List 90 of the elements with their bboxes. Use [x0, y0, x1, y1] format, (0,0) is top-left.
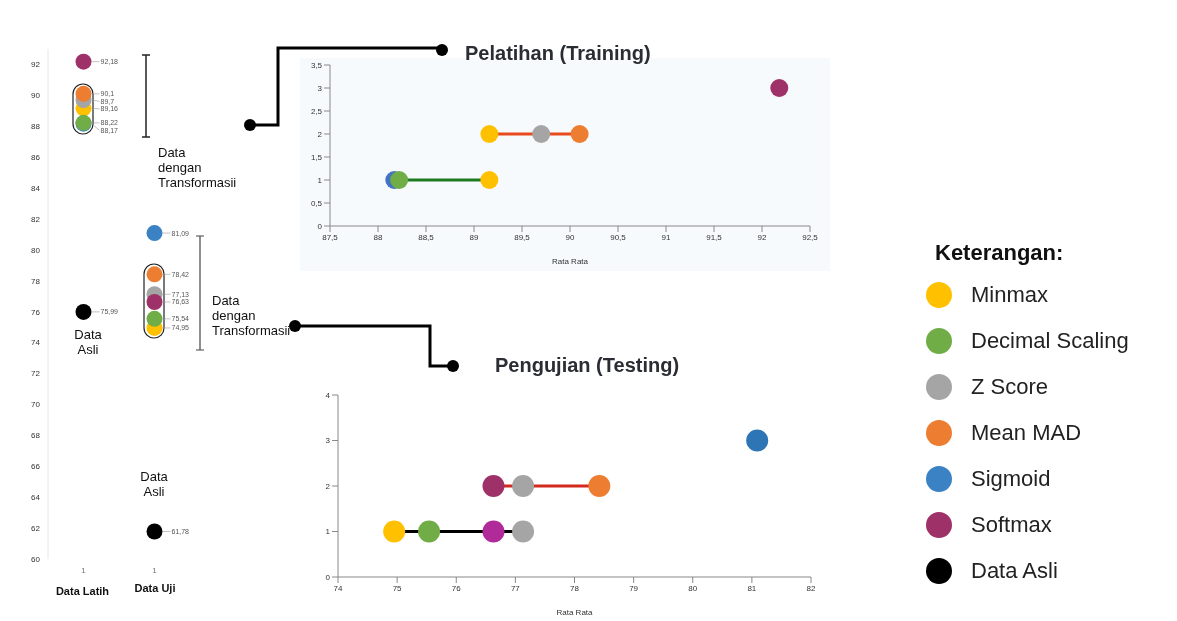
x-tick-label: 77 [510, 583, 521, 593]
y-tick-label: 66 [31, 462, 41, 472]
x-tick-label: 82 [806, 583, 816, 593]
point [75, 53, 92, 70]
x-tick-label: 80 [688, 583, 698, 593]
y-tick-label: 4 [325, 390, 331, 400]
point [532, 125, 551, 143]
point [482, 475, 505, 497]
x-tick-label: 88,5 [418, 232, 435, 242]
x-tick-label: 91,5 [706, 232, 723, 242]
point [512, 475, 535, 497]
point [480, 171, 499, 189]
x-tick-label: 89 [469, 232, 479, 242]
annotation: Data Asli [139, 469, 169, 500]
y-tick-label: 78 [31, 276, 41, 286]
y-tick-label: 3 [317, 83, 323, 93]
point [146, 523, 163, 540]
x-axis-title: Rata Rata [551, 257, 589, 266]
point [418, 520, 441, 543]
y-tick-label: 2 [317, 129, 323, 139]
y-tick-label: 0 [317, 221, 323, 231]
point [146, 266, 163, 283]
legend-label: Data Asli [971, 558, 1058, 584]
point [770, 79, 789, 97]
x-tick-label: 81 [747, 583, 757, 593]
legend-label: Sigmoid [971, 466, 1051, 492]
y-tick-label: 3,5 [310, 60, 323, 70]
y-tick-label: 88 [31, 122, 41, 132]
legend-label: Decimal Scaling [971, 328, 1129, 354]
legend-title: Keterangan: [935, 240, 1065, 266]
annotation: Data dengan Transformasii [158, 145, 237, 191]
x-tick-label: 78 [570, 583, 580, 593]
legend-label: Z Score [971, 374, 1049, 400]
x-tick-label: 87,5 [322, 232, 339, 242]
x-tick-label: 91 [661, 232, 671, 242]
point [390, 171, 409, 189]
y-tick-label: 92 [31, 60, 41, 70]
y-tick-label: 76 [31, 307, 41, 317]
point [75, 303, 92, 320]
x-tick-label: 75 [392, 583, 403, 593]
text: Data Uji [133, 582, 177, 595]
text: Data dengan Transformasii [212, 293, 291, 339]
x-tick-label: 90,5 [610, 232, 627, 242]
annotation: Data Asli [73, 327, 103, 358]
y-tick-label: 0 [325, 572, 331, 582]
chart-title: Pelatihan (Training) [465, 42, 651, 65]
point [75, 85, 92, 102]
point [482, 520, 505, 543]
text: Data Latih [54, 585, 111, 598]
x-tick-label: 79 [629, 583, 639, 593]
y-tick-label: 3 [325, 436, 331, 446]
y-tick-label: 64 [31, 493, 41, 503]
y-tick-label: 1 [317, 175, 323, 185]
point [480, 125, 499, 143]
x-tick-label: 92,5 [802, 232, 819, 242]
y-tick-label: 2,5 [310, 106, 323, 116]
y-tick-label: 60 [31, 554, 41, 564]
x-tick-label: 89,5 [514, 232, 531, 242]
legend-label: Softmax [971, 512, 1052, 538]
y-tick-label: 90 [31, 91, 41, 101]
x-tick-label: 88 [373, 232, 383, 242]
legend-label: Mean MAD [971, 420, 1082, 446]
y-tick-label: 70 [31, 400, 41, 410]
point [146, 225, 163, 242]
x-tick-label: 74 [333, 583, 343, 593]
y-tick-label: 74 [31, 338, 41, 348]
point [746, 429, 769, 452]
y-tick-label: 1,5 [310, 152, 323, 162]
point [588, 475, 611, 497]
point [146, 293, 163, 310]
y-tick-label: 82 [31, 214, 41, 224]
x-tick-label: 90 [565, 232, 575, 242]
y-tick-label: 0,5 [310, 198, 323, 208]
x-tick-label: 76 [451, 583, 462, 593]
x-tick-label: 92 [757, 232, 767, 242]
point [570, 125, 589, 143]
legend-label: Minmax [971, 282, 1049, 308]
x-axis-title: Rata Rata [556, 608, 594, 617]
y-tick-label: 86 [31, 153, 41, 163]
y-tick-label: 2 [325, 481, 331, 491]
y-tick-label: 62 [31, 523, 41, 533]
y-tick-label: 80 [31, 245, 41, 255]
point [383, 520, 406, 543]
y-tick-label: 72 [31, 369, 41, 379]
y-tick-label: 68 [31, 431, 41, 441]
chart-title: Pengujian (Testing) [495, 354, 680, 377]
y-tick-label: 1 [325, 527, 331, 537]
point [146, 310, 163, 327]
y-tick-label: 84 [31, 183, 41, 193]
point [512, 520, 535, 543]
